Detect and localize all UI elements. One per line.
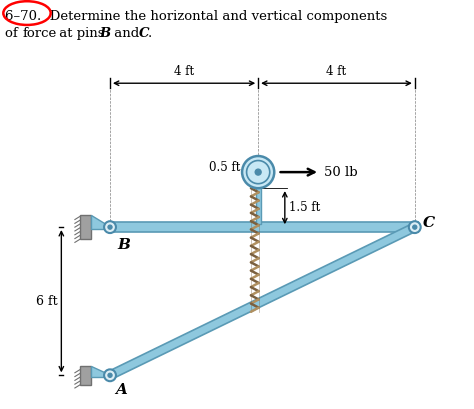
Polygon shape xyxy=(81,366,91,384)
Circle shape xyxy=(242,156,274,188)
Polygon shape xyxy=(91,215,114,229)
Text: 6 ft: 6 ft xyxy=(36,295,58,308)
Text: C: C xyxy=(422,216,435,230)
Text: and: and xyxy=(110,27,144,40)
Text: 1.5 ft: 1.5 ft xyxy=(289,201,320,214)
Polygon shape xyxy=(255,186,261,224)
Circle shape xyxy=(255,169,261,175)
Circle shape xyxy=(108,373,112,378)
Text: B: B xyxy=(100,27,111,40)
Polygon shape xyxy=(108,222,418,232)
Circle shape xyxy=(104,369,116,381)
Circle shape xyxy=(409,221,421,233)
Text: 50 lb: 50 lb xyxy=(324,166,358,179)
Text: .: . xyxy=(147,27,152,40)
Text: B: B xyxy=(118,238,130,252)
Text: force: force xyxy=(23,27,57,40)
Text: at pins: at pins xyxy=(55,27,109,40)
Text: 4 ft: 4 ft xyxy=(327,65,346,78)
Text: of: of xyxy=(5,27,22,40)
Text: 4 ft: 4 ft xyxy=(174,65,194,78)
Polygon shape xyxy=(91,366,115,378)
Polygon shape xyxy=(108,223,417,379)
Circle shape xyxy=(104,221,116,233)
Polygon shape xyxy=(81,215,91,239)
Text: 0.5 ft: 0.5 ft xyxy=(209,161,240,174)
Circle shape xyxy=(413,225,417,229)
Text: C: C xyxy=(139,27,150,40)
Circle shape xyxy=(108,225,112,229)
Text: A: A xyxy=(115,383,127,397)
Text: 6–70.  Determine the horizontal and vertical components: 6–70. Determine the horizontal and verti… xyxy=(5,10,387,23)
